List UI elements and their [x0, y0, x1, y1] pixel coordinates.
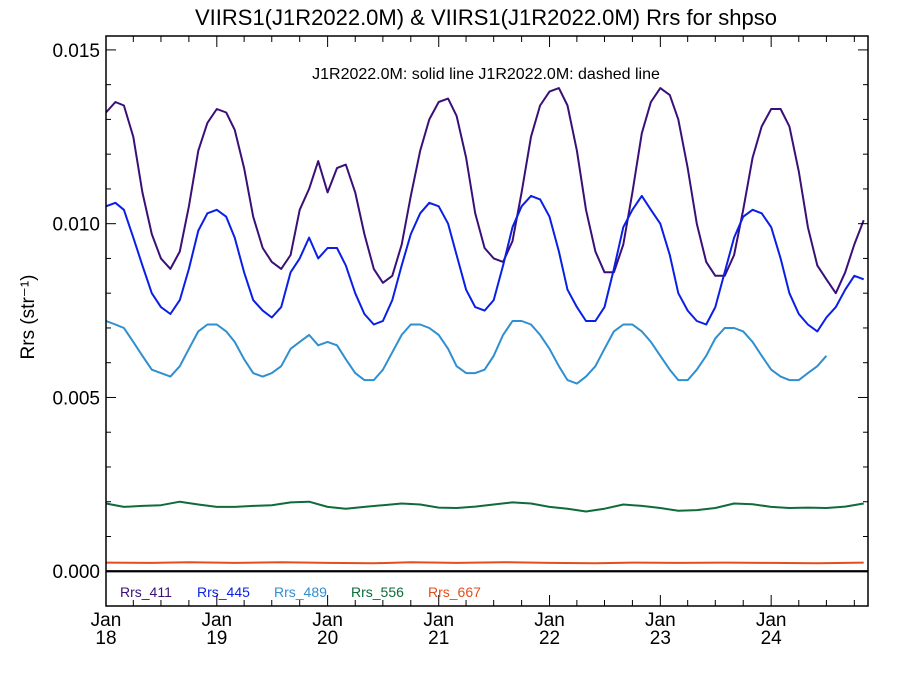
- legend-entry-rrs-556: Rrs_556: [351, 584, 404, 600]
- y-tick-label: 0.000: [52, 562, 100, 583]
- series-line-rrs-667: [105, 561, 864, 565]
- x-tick-month-label: Jan: [201, 610, 232, 631]
- series-line-rrs-411: [105, 87, 865, 295]
- axes: 0.0000.0050.0100.015Jan18Jan19Jan20Jan21…: [52, 36, 868, 649]
- series-line-rrs-556: [105, 500, 864, 513]
- x-tick-year-label: 20: [317, 628, 338, 649]
- y-tick-label: 0.010: [52, 215, 100, 236]
- legend-entry-rrs-411: Rrs_411: [120, 584, 172, 600]
- x-tick-month-label: Jan: [645, 610, 676, 631]
- legend-entry-rrs-489: Rrs_489: [274, 584, 327, 600]
- legend-entry-rrs-667: Rrs_667: [428, 584, 481, 600]
- x-tick-month-label: Jan: [312, 610, 343, 631]
- x-tick-month-label: Jan: [756, 610, 787, 631]
- x-tick-year-label: 24: [761, 628, 783, 649]
- series-layer: [105, 87, 865, 565]
- x-tick-year-label: 19: [206, 628, 227, 649]
- legend: Rrs_411 Rrs_445 Rrs_489 Rrs_556 Rrs_667: [120, 584, 481, 600]
- x-tick-year-label: 23: [650, 628, 671, 649]
- line-style-note: J1R2022.0M: solid line J1R2022.0M: dashe…: [312, 66, 660, 83]
- x-tick-year-label: 18: [95, 628, 116, 649]
- legend-entry-rrs-445: Rrs_445: [197, 584, 250, 600]
- plot-frame: [105, 35, 869, 607]
- y-tick-label: 0.005: [52, 388, 100, 409]
- series-line-rrs-489: [105, 320, 828, 385]
- series-line-rrs-445: [105, 194, 865, 333]
- y-tick-label: 0.015: [52, 41, 100, 62]
- x-tick-year-label: 22: [539, 628, 560, 649]
- x-tick-year-label: 21: [428, 628, 449, 649]
- chart-title: VIIRS1(J1R2022.0M) & VIIRS1(J1R2022.0M) …: [195, 5, 777, 30]
- x-tick-month-label: Jan: [91, 610, 122, 631]
- y-axis-label: Rrs (str⁻¹): [18, 275, 39, 360]
- x-tick-month-label: Jan: [534, 610, 565, 631]
- x-tick-month-label: Jan: [423, 610, 454, 631]
